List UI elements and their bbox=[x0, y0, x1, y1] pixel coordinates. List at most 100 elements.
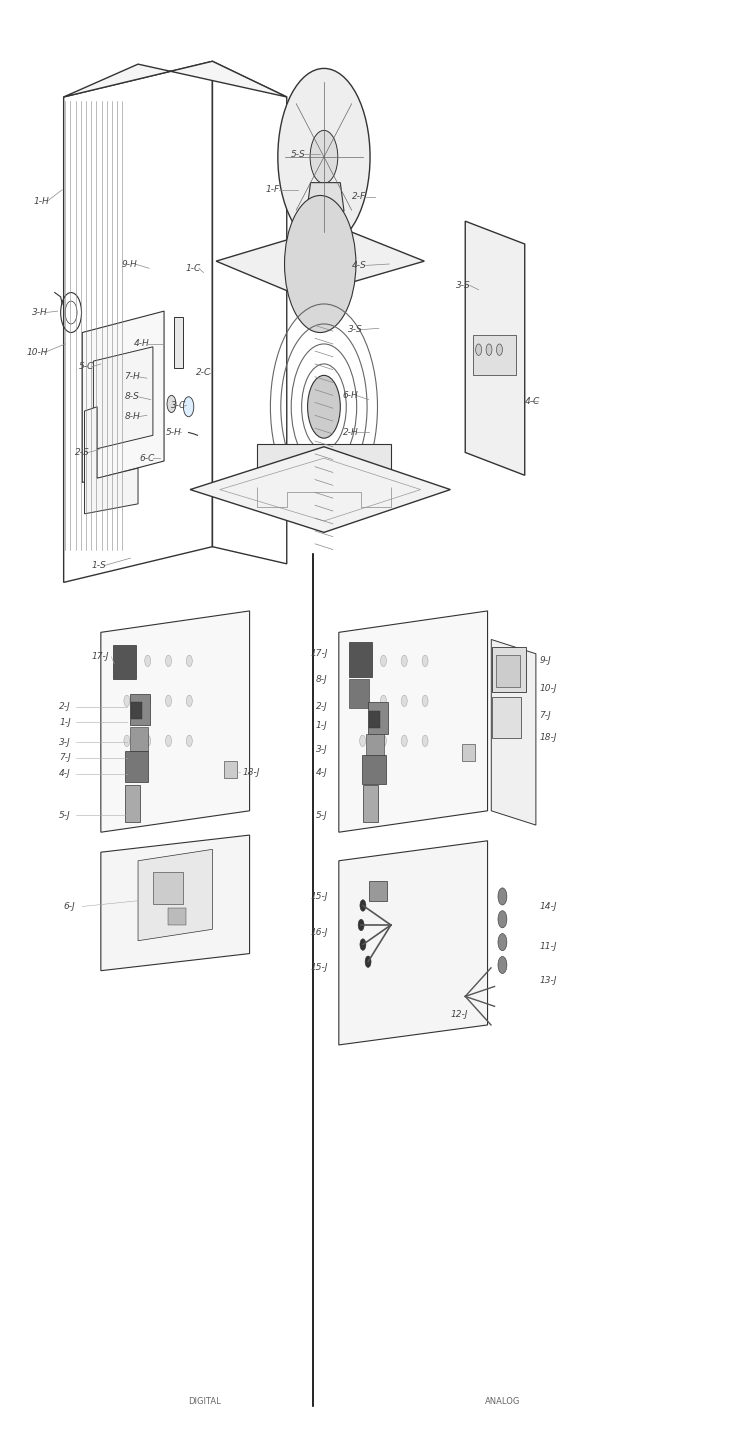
Circle shape bbox=[165, 655, 171, 666]
Text: 11-J: 11-J bbox=[540, 942, 557, 951]
Text: 5-J: 5-J bbox=[59, 810, 71, 820]
Text: 9-J: 9-J bbox=[540, 656, 551, 665]
Text: 1-F: 1-F bbox=[266, 185, 280, 194]
Polygon shape bbox=[307, 182, 344, 211]
Circle shape bbox=[165, 695, 171, 707]
Polygon shape bbox=[82, 312, 164, 482]
Circle shape bbox=[498, 956, 507, 974]
Circle shape bbox=[486, 345, 492, 355]
Circle shape bbox=[496, 345, 502, 355]
Circle shape bbox=[381, 695, 387, 707]
Text: 3-S: 3-S bbox=[456, 281, 471, 290]
Text: 4-J: 4-J bbox=[316, 768, 328, 777]
Polygon shape bbox=[64, 62, 287, 98]
FancyBboxPatch shape bbox=[362, 755, 386, 784]
FancyBboxPatch shape bbox=[363, 785, 378, 823]
Text: 1-J: 1-J bbox=[59, 718, 71, 727]
Circle shape bbox=[402, 695, 408, 707]
Text: 15-J: 15-J bbox=[311, 964, 328, 972]
Text: 3-J: 3-J bbox=[59, 738, 71, 747]
Circle shape bbox=[186, 655, 193, 666]
FancyBboxPatch shape bbox=[366, 734, 384, 757]
Text: 2-C: 2-C bbox=[196, 368, 211, 378]
Polygon shape bbox=[101, 836, 250, 971]
FancyBboxPatch shape bbox=[492, 696, 521, 738]
Circle shape bbox=[365, 956, 371, 968]
Text: 8-J: 8-J bbox=[316, 675, 328, 684]
Circle shape bbox=[310, 131, 338, 184]
Text: 10-J: 10-J bbox=[540, 684, 557, 692]
Text: 4-S: 4-S bbox=[352, 261, 367, 270]
Polygon shape bbox=[138, 849, 212, 941]
Circle shape bbox=[144, 735, 150, 747]
Text: 17-J: 17-J bbox=[311, 649, 328, 658]
FancyBboxPatch shape bbox=[369, 711, 380, 728]
Polygon shape bbox=[84, 406, 138, 514]
Text: 9-H: 9-H bbox=[122, 260, 138, 269]
Text: 1-S: 1-S bbox=[92, 560, 107, 570]
Text: 6-H: 6-H bbox=[342, 391, 358, 399]
Circle shape bbox=[359, 695, 365, 707]
FancyBboxPatch shape bbox=[125, 751, 148, 783]
Bar bbox=[174, 317, 183, 368]
Circle shape bbox=[277, 69, 370, 246]
Text: 7-J: 7-J bbox=[540, 711, 551, 719]
Bar bbox=[168, 908, 186, 925]
Polygon shape bbox=[190, 447, 450, 533]
Text: 3-C: 3-C bbox=[171, 401, 186, 409]
Circle shape bbox=[360, 900, 366, 912]
Circle shape bbox=[144, 695, 150, 707]
FancyBboxPatch shape bbox=[492, 646, 526, 692]
Text: 2-F: 2-F bbox=[352, 192, 366, 201]
Polygon shape bbox=[257, 444, 391, 472]
Text: 2-J: 2-J bbox=[59, 702, 71, 711]
FancyBboxPatch shape bbox=[130, 694, 150, 725]
Bar bbox=[462, 744, 475, 761]
Polygon shape bbox=[216, 225, 424, 297]
Text: 15-J: 15-J bbox=[311, 892, 328, 900]
FancyBboxPatch shape bbox=[130, 727, 147, 751]
Text: 2-S: 2-S bbox=[74, 448, 89, 457]
Circle shape bbox=[358, 919, 364, 931]
Text: 3-S: 3-S bbox=[347, 325, 362, 335]
Circle shape bbox=[284, 195, 356, 333]
Text: 10-H: 10-H bbox=[26, 348, 48, 358]
Circle shape bbox=[308, 375, 341, 438]
FancyBboxPatch shape bbox=[125, 785, 140, 823]
Text: 6-C: 6-C bbox=[140, 454, 155, 462]
Text: 1-H: 1-H bbox=[34, 197, 50, 205]
Bar bbox=[368, 880, 387, 900]
Polygon shape bbox=[339, 610, 487, 833]
Text: 18-J: 18-J bbox=[540, 734, 557, 742]
Text: 7-J: 7-J bbox=[59, 754, 71, 763]
Text: 1-C: 1-C bbox=[186, 264, 201, 273]
Bar bbox=[153, 872, 183, 903]
FancyBboxPatch shape bbox=[349, 642, 371, 676]
Text: 4-H: 4-H bbox=[135, 339, 150, 349]
Text: 5-S: 5-S bbox=[290, 149, 305, 158]
Text: 16-J: 16-J bbox=[311, 928, 328, 936]
Text: 18-J: 18-J bbox=[242, 768, 259, 777]
Text: 12-J: 12-J bbox=[450, 1011, 468, 1020]
Circle shape bbox=[402, 655, 408, 666]
Circle shape bbox=[144, 655, 150, 666]
Circle shape bbox=[167, 395, 176, 412]
Text: 2-J: 2-J bbox=[316, 702, 328, 711]
Text: 14-J: 14-J bbox=[540, 902, 557, 910]
Circle shape bbox=[186, 695, 193, 707]
FancyBboxPatch shape bbox=[114, 645, 136, 679]
Circle shape bbox=[165, 735, 171, 747]
Polygon shape bbox=[339, 841, 487, 1045]
FancyBboxPatch shape bbox=[368, 702, 388, 734]
Bar bbox=[473, 336, 516, 375]
Circle shape bbox=[422, 735, 428, 747]
FancyBboxPatch shape bbox=[496, 655, 520, 686]
Text: 17-J: 17-J bbox=[92, 652, 109, 661]
Circle shape bbox=[498, 933, 507, 951]
Circle shape bbox=[422, 695, 428, 707]
Circle shape bbox=[183, 396, 194, 416]
Circle shape bbox=[422, 655, 428, 666]
Bar bbox=[223, 761, 237, 778]
Text: 6-J: 6-J bbox=[64, 902, 75, 910]
Circle shape bbox=[124, 655, 130, 666]
